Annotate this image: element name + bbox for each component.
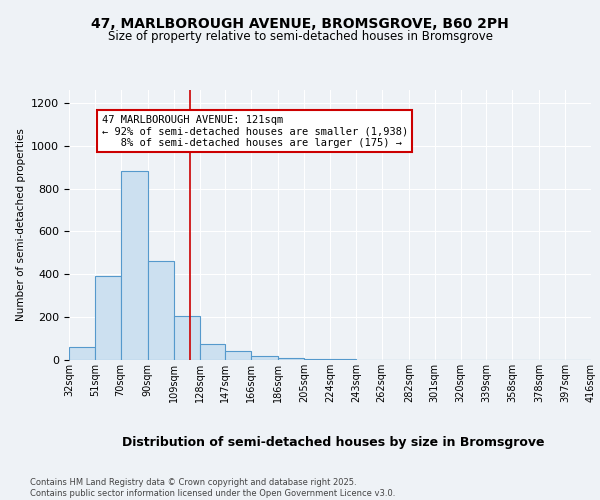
Bar — [173, 316, 199, 360]
Text: 47, MARLBOROUGH AVENUE, BROMSGROVE, B60 2PH: 47, MARLBOROUGH AVENUE, BROMSGROVE, B60 … — [91, 18, 509, 32]
Bar — [121, 172, 148, 360]
Y-axis label: Number of semi-detached properties: Number of semi-detached properties — [16, 128, 26, 322]
Bar — [330, 359, 356, 360]
Text: Contains HM Land Registry data © Crown copyright and database right 2025.
Contai: Contains HM Land Registry data © Crown c… — [30, 478, 395, 498]
Text: Distribution of semi-detached houses by size in Bromsgrove: Distribution of semi-detached houses by … — [122, 436, 544, 449]
Bar — [251, 356, 278, 360]
Bar — [278, 358, 304, 360]
Text: Size of property relative to semi-detached houses in Bromsgrove: Size of property relative to semi-detach… — [107, 30, 493, 43]
Bar — [226, 352, 251, 360]
Bar — [95, 276, 121, 360]
Text: 47 MARLBOROUGH AVENUE: 121sqm
← 92% of semi-detached houses are smaller (1,938)
: 47 MARLBOROUGH AVENUE: 121sqm ← 92% of s… — [101, 114, 408, 148]
Bar — [148, 262, 173, 360]
Bar — [304, 359, 330, 360]
Bar — [69, 347, 95, 360]
Bar — [199, 344, 226, 360]
